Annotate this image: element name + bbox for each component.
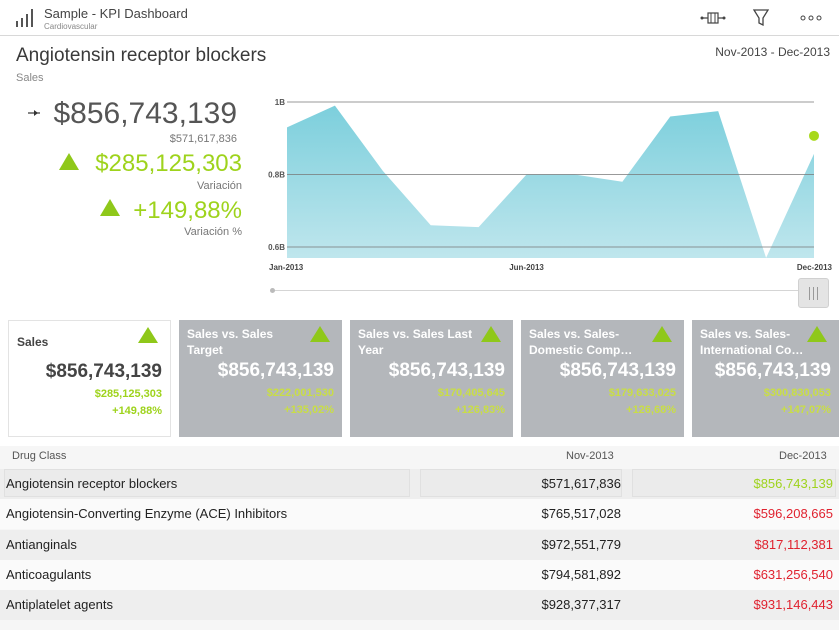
up-triangle-icon — [652, 326, 672, 342]
y-tick-label: 0.6B — [268, 243, 285, 252]
up-triangle-icon — [100, 199, 120, 216]
selected-cell-bg — [420, 469, 622, 497]
page-subtitle: Sales — [16, 72, 44, 84]
card-title: Sales vs. Sales-International Co… — [700, 327, 804, 357]
nov-value-cell: $972,551,779 — [541, 537, 621, 552]
up-triangle-icon — [138, 327, 158, 343]
more-icon[interactable] — [798, 8, 824, 28]
card-variation: $179,633,025 — [608, 387, 676, 399]
page-title: Angiotensin receptor blockers — [16, 45, 267, 66]
kpi-card[interactable]: Sales vs. Sales-Domestic Comp… $856,743,1… — [521, 320, 684, 437]
y-tick-label: 1B — [275, 98, 285, 107]
table-row[interactable]: Angiotensin receptor blockers $571,617,83… — [0, 469, 839, 499]
dec-value-cell: $856,743,139 — [753, 476, 833, 491]
card-title: Sales vs. Sales Target — [187, 327, 274, 357]
card-variation: $300,830,053 — [763, 387, 831, 399]
card-title: Sales vs. Sales-Domestic Comp… — [529, 327, 633, 357]
kpi-card[interactable]: Sales vs. Sales Target $856,743,139 $222,0… — [179, 320, 342, 437]
date-range[interactable]: Nov-2013 - Dec-2013 — [715, 45, 830, 59]
chart-range-track[interactable] — [271, 290, 816, 291]
kpi-card[interactable]: Sales $856,743,139 $285,125,303 +149,88% — [8, 320, 171, 437]
x-tick-label: Dec-2013 — [797, 263, 833, 272]
nov-value-cell: $794,581,892 — [541, 567, 621, 582]
column-header-drug-class[interactable]: Drug Class — [12, 450, 67, 462]
card-value: $856,743,139 — [217, 360, 334, 381]
dec-value-cell: $931,146,443 — [753, 597, 833, 612]
dec-value-cell: $631,256,540 — [753, 567, 833, 582]
bar-chart-icon[interactable] — [16, 9, 36, 27]
y-tick-label: 0.8B — [268, 171, 285, 180]
sales-area-chart[interactable]: 1B 0.8B 0.6B Jan-2013 Jun-2013 Dec-2013 — [265, 92, 839, 282]
nov-value-cell: $928,377,317 — [541, 597, 621, 612]
kpi-value: $856,743,139 — [53, 97, 237, 130]
kpi-card[interactable]: Sales vs. Sales Last Year $856,743,139 $17… — [350, 320, 513, 437]
card-title: Sales vs. Sales Last Year — [358, 327, 473, 357]
card-variation-percent: +135,02% — [284, 404, 334, 416]
drug-class-cell: Antiplatelet agents — [6, 597, 113, 612]
current-value-marker — [809, 130, 819, 141]
app-title: Sample - KPI Dashboard — [44, 6, 188, 21]
selected-cell-bg — [632, 469, 836, 497]
card-variation-percent: +126,83% — [455, 404, 505, 416]
kpi-card[interactable]: Sales vs. Sales-International Co… $856,74… — [692, 320, 839, 437]
column-header-dec[interactable]: Dec-2013 — [779, 450, 827, 462]
table-row[interactable]: Anticoagulants $794,581,892 $631,256,540 — [0, 560, 839, 590]
up-triangle-icon — [59, 153, 79, 170]
up-triangle-icon — [481, 326, 501, 342]
card-variation-percent: +147,07% — [781, 404, 831, 416]
x-tick-label: Jan-2013 — [269, 263, 304, 272]
drug-class-cell: Angiotensin-Converting Enzyme (ACE) Inhi… — [6, 506, 288, 521]
kpi-variation-percent: +149,88% — [133, 197, 242, 224]
kpi-previous-value: $571,617,836 — [169, 133, 237, 145]
chart-range-start-handle[interactable] — [270, 288, 275, 293]
table-row[interactable]: Antiplatelet agents $928,377,317 $931,146,… — [0, 590, 839, 620]
drug-class-cell: Angiotensin receptor blockers — [6, 476, 178, 491]
card-value: $856,743,139 — [559, 360, 676, 381]
card-variation: $170,405,645 — [437, 387, 505, 399]
kpi-variation-percent-label: Variación % — [184, 226, 242, 238]
card-variation-percent: +149,88% — [112, 405, 162, 417]
table-row[interactable]: Antianginals $972,551,779 $817,112,381 — [0, 530, 839, 560]
card-title: Sales — [17, 335, 49, 349]
connector-icon[interactable] — [700, 8, 726, 28]
card-variation: $222,001,530 — [266, 387, 334, 399]
card-variation-percent: +126,68% — [626, 404, 676, 416]
up-triangle-icon — [807, 326, 827, 342]
card-value: $856,743,139 — [45, 361, 162, 382]
area-series — [287, 105, 814, 258]
nov-value-cell: $571,617,836 — [541, 476, 621, 491]
column-header-nov[interactable]: Nov-2013 — [566, 450, 614, 462]
card-variation: $285,125,303 — [94, 388, 162, 400]
kpi-variation: $285,125,303 — [95, 150, 242, 177]
top-bar: Sample - KPI Dashboard Cardiovascular — [0, 0, 839, 36]
filter-icon[interactable] — [748, 8, 774, 28]
selected-cell-bg — [4, 469, 410, 497]
dec-value-cell: $596,208,665 — [753, 506, 833, 521]
kpi-variation-label: Variación — [196, 180, 242, 192]
nov-value-cell: $765,517,028 — [541, 506, 621, 521]
drug-class-cell: Anticoagulants — [6, 567, 92, 582]
app-subtitle: Cardiovascular — [44, 22, 98, 31]
chart-range-end-handle[interactable] — [798, 278, 829, 308]
card-value: $856,743,139 — [388, 360, 505, 381]
x-tick-label: Jun-2013 — [509, 263, 544, 272]
trend-arrow-icon — [28, 110, 40, 116]
up-triangle-icon — [310, 326, 330, 342]
card-value: $856,743,139 — [714, 360, 831, 381]
dec-value-cell: $817,112,381 — [754, 537, 833, 552]
drug-class-cell: Antianginals — [6, 537, 77, 552]
table-row[interactable]: Angiotensin-Converting Enzyme (ACE) Inhi… — [0, 499, 839, 529]
